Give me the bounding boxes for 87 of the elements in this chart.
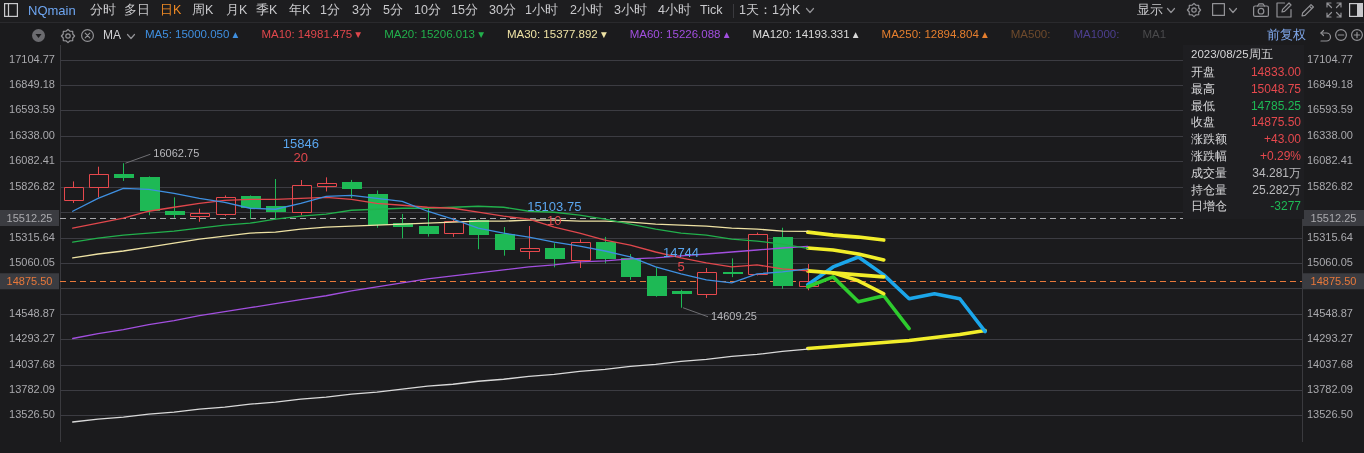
- y2-tick-label: 15826.82: [1307, 179, 1353, 192]
- legend-label: MA1000:: [1073, 28, 1120, 42]
- y2-tick-label: 16593.59: [1307, 103, 1353, 116]
- text: 3小时: [614, 3, 647, 18]
- y2-tick-label: 14293.27: [1307, 332, 1353, 345]
- y-tick-label: 13526.50: [9, 408, 55, 421]
- annotation: 34.281万: [1252, 165, 1301, 181]
- text: 1小时: [525, 3, 558, 18]
- y2-tick-label: 14037.68: [1307, 357, 1353, 370]
- y-tick-label: 16082.41: [9, 154, 55, 167]
- y2-tick-label: 16849.18: [1307, 78, 1353, 91]
- text: 周K: [192, 3, 214, 18]
- text: 14875.50: [1310, 274, 1357, 287]
- text: 月K: [226, 3, 248, 18]
- text: NQmain: [28, 3, 76, 19]
- text: 4小时: [658, 3, 691, 18]
- text: MA5: 15000.050 ▴: [145, 28, 239, 42]
- text: 1分: [320, 3, 340, 18]
- y2-tick-label: 16082.41: [1307, 154, 1353, 167]
- y-tick-label: 14293.27: [9, 332, 55, 345]
- annotation: 15846: [282, 135, 319, 151]
- annotation: 最高: [1191, 81, 1215, 97]
- text: MA120: 14193.331 ▴: [752, 28, 859, 42]
- y2-tick-label: 17104.77: [1307, 52, 1353, 65]
- text: MA30: 15377.892 ▾: [506, 28, 607, 42]
- annotation: 20: [293, 149, 309, 165]
- y-tick-label: 14548.87: [9, 306, 55, 319]
- ref-line-label: 15512.25: [6, 211, 53, 224]
- y-tick-label: 15826.82: [9, 179, 55, 192]
- annotation: 持仓量: [1191, 182, 1227, 197]
- text: 2小时: [570, 3, 603, 18]
- annotation: 2023/08/25周五: [1191, 48, 1273, 62]
- annotation: 成交量: [1191, 165, 1227, 181]
- text: 分时: [90, 3, 116, 18]
- y2-tick-label: 16338.00: [1307, 128, 1353, 141]
- ref-line-label: 14875.50: [6, 274, 53, 287]
- annotation: 涨跌幅: [1191, 149, 1227, 164]
- text: 日K: [160, 3, 182, 18]
- y2-tick-label: 14548.87: [1307, 306, 1353, 319]
- annotation: 15048.75: [1250, 81, 1301, 97]
- y2-tick-label: 15060.05: [1307, 255, 1353, 268]
- legend-label: MA250: 12894.804 ▴: [881, 28, 988, 42]
- annotation: 14785.25: [1250, 98, 1301, 113]
- legend-label: MA500:: [1010, 28, 1051, 42]
- y-tick-label: 15315.64: [9, 230, 55, 243]
- annotation: 16062.75: [153, 147, 200, 160]
- annotation: 14609.25: [711, 309, 757, 322]
- y-tick-label: 13782.09: [9, 383, 55, 396]
- y2-tick-label: 15315.64: [1307, 230, 1353, 243]
- text: 1天：1分K: [739, 3, 801, 18]
- annotation: 收盘: [1191, 115, 1215, 130]
- text: 前复权: [1267, 27, 1306, 43]
- text: 年K: [289, 3, 311, 18]
- y-tick-label: 14037.68: [9, 357, 55, 370]
- annotation: -3277: [1270, 199, 1301, 214]
- annotation: 涨跌额: [1191, 132, 1227, 147]
- text: 30分: [489, 3, 516, 18]
- text: 15分: [451, 3, 478, 18]
- annotation: 25.282万: [1252, 182, 1301, 197]
- text: MA: [103, 28, 121, 43]
- y-tick-label: 16338.00: [9, 128, 55, 141]
- annotation: 最低: [1191, 98, 1215, 113]
- annotation: 开盘: [1191, 65, 1215, 80]
- annotation: 5: [677, 259, 685, 275]
- text: 显示: [1137, 3, 1163, 18]
- text: 3分: [352, 3, 372, 18]
- annotation: +43.00: [1263, 132, 1301, 147]
- y-tick-label: 17104.77: [9, 52, 55, 65]
- y2-tick-label: 13526.50: [1307, 408, 1353, 421]
- text: Tick: [700, 3, 723, 18]
- text: 15512.25: [1310, 211, 1357, 224]
- annotation: 14875.50: [1250, 115, 1301, 130]
- annotation: 日增仓: [1191, 199, 1227, 214]
- y-tick-label: 16593.59: [9, 103, 55, 116]
- y2-tick-label: 13782.09: [1307, 383, 1353, 396]
- annotation: 15103.75: [527, 198, 582, 214]
- text: 10分: [414, 3, 441, 18]
- text: 多日: [124, 3, 150, 18]
- y-tick-label: 15060.05: [9, 255, 55, 268]
- y-tick-label: 16849.18: [9, 78, 55, 91]
- text: MA10: 14981.475 ▾: [261, 28, 362, 42]
- annotation: +0.29%: [1259, 149, 1301, 164]
- annotation: 14833.00: [1250, 65, 1301, 80]
- text: MA20: 15206.013 ▾: [384, 28, 484, 42]
- text: 5分: [383, 3, 403, 18]
- text: MA60: 15226.088 ▴: [629, 28, 730, 42]
- text: 季K: [256, 3, 278, 18]
